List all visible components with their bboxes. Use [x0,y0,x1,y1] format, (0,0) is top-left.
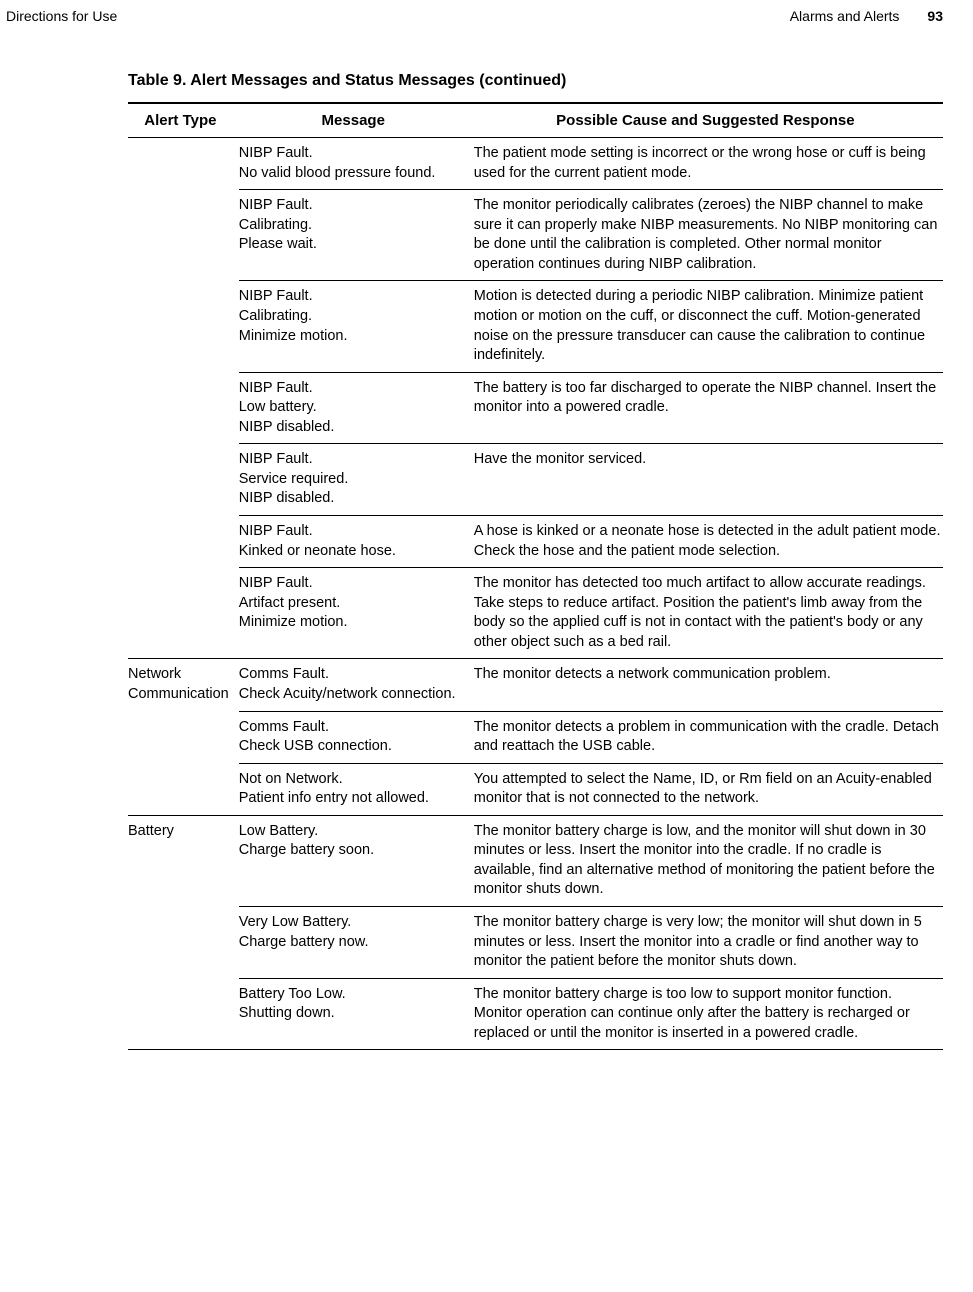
cell-alert-type [128,138,239,190]
cell-response: You attempted to select the Name, ID, or… [474,763,943,815]
cell-message: Battery Too Low.Shutting down. [239,978,474,1050]
cell-response: Motion is detected during a periodic NIB… [474,281,943,372]
table-header-response: Possible Cause and Suggested Response [474,103,943,138]
cell-alert-type: Battery [128,815,239,906]
table-body: NIBP Fault.No valid blood pressure found… [128,138,943,1050]
page-header: Directions for Use Alarms and Alerts 93 [0,0,973,24]
alert-messages-table: Alert Type Message Possible Cause and Su… [128,102,943,1050]
cell-response: Have the monitor serviced. [474,444,943,516]
table-row: NIBP Fault.No valid blood pressure found… [128,138,943,190]
cell-message: NIBP Fault.Calibrating.Please wait. [239,190,474,281]
cell-alert-type [128,568,239,659]
cell-message: Low Battery.Charge battery soon. [239,815,474,906]
cell-alert-type [128,978,239,1050]
table-row: NIBP Fault.Service required.NIBP disable… [128,444,943,516]
table-title: Table 9. Alert Messages and Status Messa… [128,72,943,90]
cell-message: Comms Fault.Check Acuity/network connect… [239,659,474,711]
cell-message: NIBP Fault.Low battery.NIBP disabled. [239,372,474,444]
table-row: Network CommunicationComms Fault.Check A… [128,659,943,711]
table-row: Comms Fault.Check USB connection.The mon… [128,711,943,763]
cell-message: NIBP Fault.Kinked or neonate hose. [239,516,474,568]
table-row: Battery Too Low.Shutting down.The monito… [128,978,943,1050]
cell-response: The patient mode setting is incorrect or… [474,138,943,190]
cell-alert-type [128,907,239,979]
cell-response: The monitor battery charge is too low to… [474,978,943,1050]
cell-message: Very Low Battery.Charge battery now. [239,907,474,979]
cell-alert-type [128,711,239,763]
header-right: Alarms and Alerts 93 [790,8,943,24]
table-row: NIBP Fault.Artifact present.Minimize mot… [128,568,943,659]
cell-alert-type [128,763,239,815]
cell-message: NIBP Fault.Artifact present.Minimize mot… [239,568,474,659]
cell-alert-type [128,281,239,372]
cell-message: Comms Fault.Check USB connection. [239,711,474,763]
table-header-message: Message [239,103,474,138]
cell-response: The monitor battery charge is low, and t… [474,815,943,906]
table-row: Very Low Battery.Charge battery now.The … [128,907,943,979]
header-page-number: 93 [927,8,943,24]
cell-message: NIBP Fault.Calibrating.Minimize motion. [239,281,474,372]
header-section-text: Alarms and Alerts [790,8,900,24]
table-row: BatteryLow Battery.Charge battery soon.T… [128,815,943,906]
cell-alert-type [128,516,239,568]
cell-message: Not on Network.Patient info entry not al… [239,763,474,815]
table-header-row: Alert Type Message Possible Cause and Su… [128,103,943,138]
table-row: NIBP Fault.Kinked or neonate hose.A hose… [128,516,943,568]
cell-response: A hose is kinked or a neonate hose is de… [474,516,943,568]
table-header-type: Alert Type [128,103,239,138]
cell-message: NIBP Fault.Service required.NIBP disable… [239,444,474,516]
cell-response: The battery is too far discharged to ope… [474,372,943,444]
cell-alert-type [128,372,239,444]
cell-response: The monitor detects a network communicat… [474,659,943,711]
cell-response: The monitor detects a problem in communi… [474,711,943,763]
cell-response: The monitor periodically calibrates (zer… [474,190,943,281]
cell-response: The monitor battery charge is very low; … [474,907,943,979]
table-row: NIBP Fault.Calibrating.Please wait.The m… [128,190,943,281]
cell-response: The monitor has detected too much artifa… [474,568,943,659]
header-left-text: Directions for Use [6,8,117,24]
table-row: NIBP Fault.Low battery.NIBP disabled.The… [128,372,943,444]
page-content: Table 9. Alert Messages and Status Messa… [0,24,973,1050]
cell-alert-type [128,444,239,516]
table-row: NIBP Fault.Calibrating.Minimize motion.M… [128,281,943,372]
cell-alert-type: Network Communication [128,659,239,711]
table-row: Not on Network.Patient info entry not al… [128,763,943,815]
cell-alert-type [128,190,239,281]
cell-message: NIBP Fault.No valid blood pressure found… [239,138,474,190]
